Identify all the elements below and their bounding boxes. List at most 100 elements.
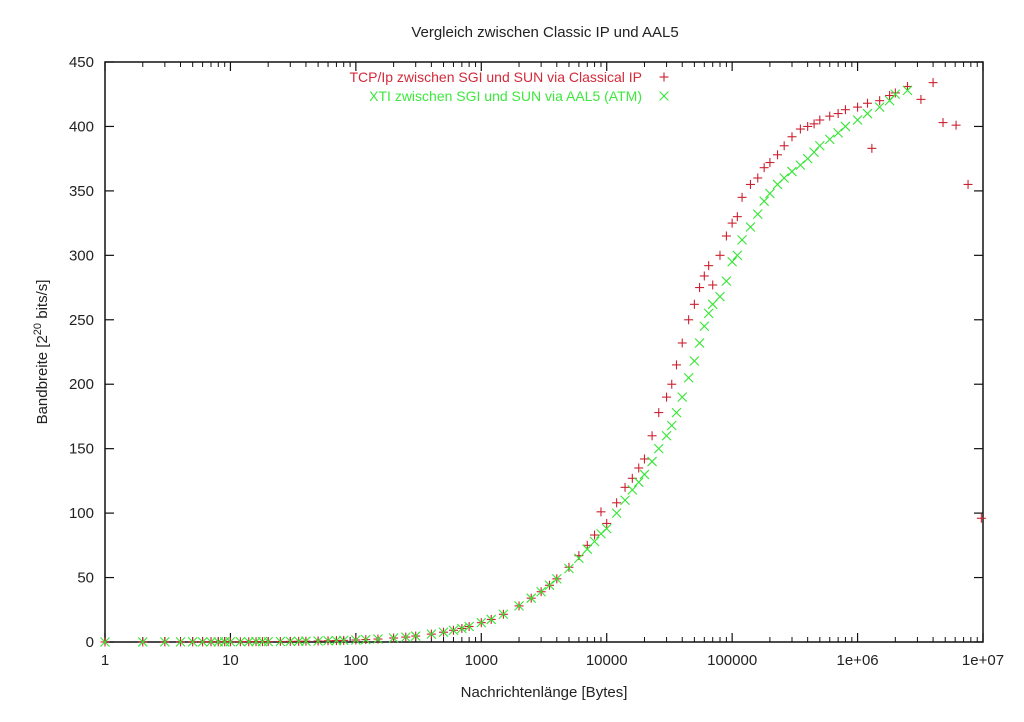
- data-point: [225, 636, 236, 647]
- data-point: [689, 356, 700, 366]
- data-point: [773, 150, 783, 160]
- data-point: [752, 209, 763, 219]
- data-point: [243, 636, 254, 647]
- data-point: [963, 179, 973, 189]
- y-tick-label: 200: [69, 376, 94, 393]
- data-point: [263, 636, 274, 647]
- data-point: [721, 276, 732, 287]
- data-point: [833, 127, 844, 138]
- data-point: [514, 601, 524, 611]
- data-point: [840, 121, 851, 132]
- data-point: [551, 573, 562, 584]
- data-point: [653, 443, 664, 454]
- x-tick-label: 1e+07: [962, 652, 1004, 669]
- data-point: [928, 78, 938, 88]
- data-point: [795, 160, 806, 171]
- data-point: [666, 420, 677, 431]
- data-point: [787, 166, 797, 177]
- y-tick-label: 50: [77, 570, 94, 587]
- legend-label-xti-aal5: XTI zwischen SGI und SUN via AAL5 (ATM): [369, 88, 642, 104]
- data-point: [388, 633, 399, 643]
- data-point: [612, 498, 622, 508]
- data-point: [732, 212, 742, 222]
- x-tick-label: 1000: [465, 652, 498, 669]
- data-point: [745, 179, 755, 189]
- data-point: [654, 408, 664, 418]
- data-point: [840, 105, 850, 115]
- data-point: [360, 634, 371, 645]
- data-point: [667, 379, 677, 389]
- data-point: [573, 553, 584, 564]
- data-point: [863, 98, 873, 108]
- data-point: [486, 614, 497, 625]
- data-point: [448, 625, 459, 636]
- data-point: [833, 109, 843, 119]
- data-point: [647, 456, 657, 467]
- x-tick-label: 100: [343, 652, 368, 669]
- data-point: [589, 536, 600, 547]
- data-point: [639, 454, 649, 464]
- series-tcp-ip: [100, 78, 986, 647]
- data-point: [779, 141, 789, 151]
- data-point: [100, 637, 110, 647]
- data-point: [874, 102, 885, 113]
- data-point: [564, 563, 574, 574]
- data-point: [456, 623, 467, 634]
- data-point: [498, 609, 509, 620]
- data-point: [703, 308, 714, 319]
- y-axis-label-superscript: 20: [32, 323, 44, 335]
- data-point: [890, 89, 901, 100]
- y-tick-label: 100: [69, 505, 94, 522]
- x-axis: 1 10 100 1000 10000 100000 1e+06 1e+07: [101, 62, 1004, 669]
- x-tick-label: 10000: [586, 652, 628, 669]
- data-point: [825, 111, 835, 121]
- data-point: [916, 94, 926, 104]
- data-point: [787, 132, 797, 142]
- data-point: [634, 463, 644, 473]
- data-point: [438, 627, 449, 638]
- data-point: [890, 88, 900, 98]
- data-point: [765, 188, 775, 199]
- data-point: [699, 271, 709, 281]
- y-axis-label-main: Bandbreite [2: [34, 335, 51, 424]
- data-point: [699, 321, 710, 332]
- data-point: [862, 108, 873, 119]
- plot-border: [104, 61, 984, 643]
- series-xti-aal5: [100, 85, 913, 647]
- data-point: [689, 299, 699, 309]
- data-point: [137, 637, 148, 647]
- data-point: [313, 636, 323, 646]
- data-point: [683, 372, 694, 383]
- data-point: [582, 544, 593, 555]
- data-point: [779, 173, 790, 183]
- y-tick-label: 350: [69, 183, 94, 200]
- data-point: [175, 637, 186, 647]
- data-point: [464, 621, 475, 632]
- data-point: [737, 234, 747, 245]
- data-point: [684, 315, 694, 325]
- data-point: [235, 636, 246, 647]
- data-point: [938, 118, 948, 128]
- data-point: [671, 360, 681, 370]
- data-point: [753, 173, 763, 183]
- data-point: [611, 508, 622, 518]
- data-point: [197, 636, 208, 647]
- data-point: [824, 134, 835, 145]
- data-point: [338, 635, 349, 646]
- data-point: [426, 629, 437, 640]
- data-point: [745, 222, 756, 232]
- legend-label-tcp-ip: TCP/Ip zwischen SGI und SUN via Classica…: [349, 69, 642, 85]
- plot-frame: [104, 61, 984, 643]
- data-point: [633, 477, 644, 488]
- data-point: [601, 523, 612, 534]
- data-point: [536, 586, 547, 597]
- data-point: [677, 392, 688, 403]
- data-point: [809, 119, 819, 129]
- data-point: [301, 636, 311, 647]
- data-point: [885, 91, 895, 101]
- x-tick-label: 10: [222, 652, 239, 669]
- data-point: [867, 143, 877, 153]
- data-point: [544, 580, 555, 591]
- data-point: [707, 299, 718, 310]
- y-axis-label-tail: bits/s]: [34, 280, 51, 323]
